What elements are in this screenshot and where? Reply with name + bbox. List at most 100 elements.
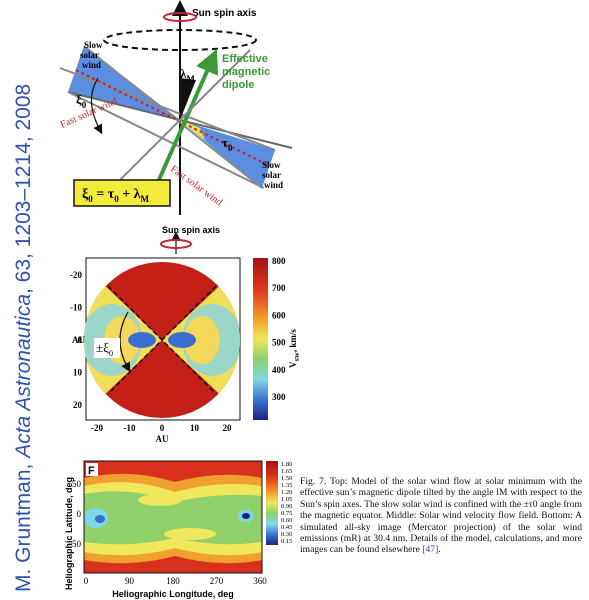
top-diagram: Sun spin axis Slow solar wind ξ0 λM Effect… bbox=[59, 0, 293, 215]
x-tick-label: 180 bbox=[166, 576, 180, 586]
y-tick-label: 0 bbox=[77, 509, 82, 519]
side-citation: M. Gruntman, Acta Astronautica, 63, 1203… bbox=[12, 84, 35, 592]
ellipse bbox=[128, 332, 156, 348]
x-tick-label: -20 bbox=[91, 423, 103, 433]
slow-right: Slow solar wind bbox=[262, 160, 283, 190]
text-part: magnetic bbox=[222, 66, 270, 78]
ellipse bbox=[138, 494, 182, 506]
caption-text: Fig. 7. Top: Model of the solar wind flo… bbox=[300, 476, 582, 556]
rect bbox=[94, 338, 120, 358]
colorbar-tick-label: 1.20 bbox=[281, 489, 292, 496]
x-tick-label: 20 bbox=[223, 423, 233, 433]
y-tick-label: -20 bbox=[70, 270, 82, 280]
g: -20 -10 0 10 20 bbox=[70, 270, 83, 410]
ellipse bbox=[163, 12, 197, 22]
colorbar-tick-label: 400 bbox=[272, 365, 286, 375]
x-tick-label: -10 bbox=[124, 423, 136, 433]
ellipse bbox=[103, 29, 257, 51]
text-part: wind bbox=[264, 180, 283, 190]
colorbar-tick-label: 0.15 bbox=[281, 538, 292, 545]
colorbar-tick-label: 1.35 bbox=[281, 482, 292, 489]
text-part: solar bbox=[80, 50, 99, 60]
rect bbox=[266, 461, 278, 545]
text-part: , km/s bbox=[288, 329, 298, 353]
text-part: , 63, 1203–1214, 2008 bbox=[12, 84, 35, 294]
text-part: 0 bbox=[82, 100, 87, 110]
text-part: SW bbox=[295, 352, 301, 361]
colorbar-tick-label: 1.05 bbox=[281, 496, 292, 503]
slow-left: Slow solar wind bbox=[80, 40, 103, 70]
colorbar-tick-label: 1.65 bbox=[281, 468, 292, 475]
x-tick-label: 10 bbox=[190, 423, 200, 433]
text-part: ξ bbox=[103, 340, 109, 355]
path bbox=[84, 491, 262, 545]
reference[interactable]: [47] bbox=[422, 544, 439, 556]
ellipse bbox=[242, 513, 250, 519]
line bbox=[148, 49, 219, 201]
y-tick-label: -50 bbox=[69, 539, 81, 549]
x-tick-label: 0 bbox=[84, 576, 89, 586]
ellipse bbox=[160, 239, 192, 249]
colorbar-tick-label: 0.45 bbox=[281, 524, 292, 531]
text-part: M. Gruntman, bbox=[12, 458, 35, 592]
colorbar-tick-label: 600 bbox=[272, 310, 286, 320]
polygon bbox=[180, 78, 196, 120]
colorbar-tick-label: 0.60 bbox=[281, 517, 292, 524]
text: AU bbox=[72, 335, 85, 345]
g: 50 0 -50 bbox=[69, 479, 82, 549]
ellipse bbox=[168, 332, 196, 348]
formula: ξ0 = τ0 + λM bbox=[82, 187, 150, 204]
text: Sun spin axis bbox=[192, 8, 257, 19]
text: Sun spin axis bbox=[162, 225, 220, 235]
text-part: Effective bbox=[222, 53, 268, 65]
rect bbox=[83, 460, 263, 574]
colorbar-tick-label: 1.80 bbox=[281, 461, 292, 468]
g: 800 700 600 500 400 300 bbox=[272, 256, 286, 402]
colorbar-label: VSW, km/s bbox=[288, 329, 301, 368]
text-part: ξ bbox=[82, 187, 89, 202]
ellipse bbox=[184, 316, 220, 364]
polygon bbox=[180, 120, 205, 140]
text-part: V bbox=[288, 361, 298, 368]
line bbox=[83, 45, 263, 189]
x-tick-label: 360 bbox=[253, 576, 267, 586]
colorbar-tick-label: 500 bbox=[272, 338, 286, 348]
angle-label: ±ξ0 bbox=[96, 340, 113, 358]
text-part: Acta Astronautica bbox=[12, 294, 35, 460]
line bbox=[109, 119, 181, 191]
text-part: Slow bbox=[84, 40, 103, 50]
text: F bbox=[88, 465, 95, 477]
text-part: ± bbox=[96, 340, 103, 355]
dipole-label: Effective magnetic dipole bbox=[222, 53, 270, 91]
g: 0 90 180 270 360 bbox=[84, 576, 268, 586]
ellipse bbox=[95, 515, 105, 523]
text: AU bbox=[156, 434, 169, 444]
text-part: wind bbox=[82, 60, 101, 70]
g bbox=[84, 461, 262, 573]
text-part: + λ bbox=[119, 187, 141, 202]
text-part: λ bbox=[180, 66, 187, 81]
lambda-label: λM bbox=[180, 66, 195, 84]
text: Heliographic Latitude, deg bbox=[64, 477, 74, 590]
text-part: 0 bbox=[109, 349, 113, 358]
text-part: M bbox=[141, 194, 150, 204]
rect bbox=[86, 463, 98, 476]
text-part: ξ bbox=[76, 92, 82, 107]
y-tick-label: 0 bbox=[78, 335, 83, 345]
colorbar-tick-label: 0.90 bbox=[281, 503, 292, 510]
xi-label: ξ0 bbox=[76, 92, 87, 110]
text: Heliographic Longitude, deg bbox=[112, 589, 234, 599]
g: 1.801.651.501.351.201.050.900.750.600.45… bbox=[281, 461, 292, 545]
text-part: 0 bbox=[114, 194, 119, 204]
g: -20 -10 0 10 20 bbox=[91, 423, 232, 433]
colorbar-tick-label: 800 bbox=[272, 256, 286, 266]
text: Fast solar wind bbox=[168, 164, 224, 209]
text-part: solar bbox=[262, 170, 281, 180]
tau-label: τ0 bbox=[222, 135, 233, 153]
text-part: τ bbox=[222, 135, 228, 150]
line bbox=[75, 69, 271, 167]
colorbar-tick-label: 0.75 bbox=[281, 510, 292, 517]
y-tick-label: 20 bbox=[73, 400, 83, 410]
caption-end: . bbox=[438, 544, 441, 556]
